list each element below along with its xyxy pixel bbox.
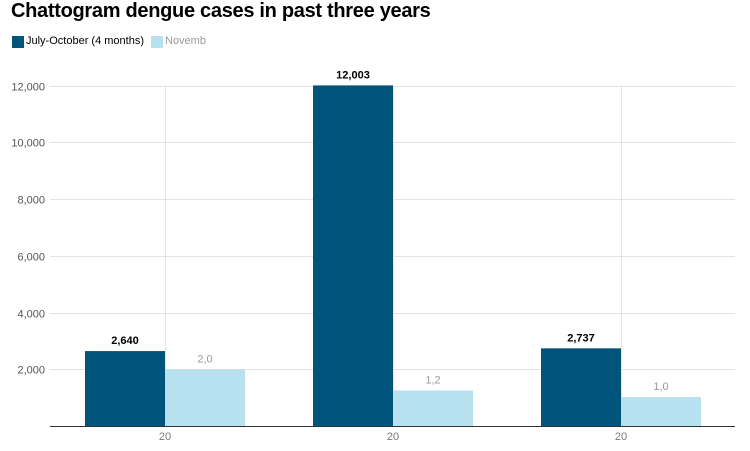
x-tick-label: 20 — [159, 431, 171, 443]
bar-november — [165, 369, 245, 426]
bar-july-october — [85, 351, 165, 426]
data-label-november: 1,0 — [653, 381, 668, 393]
y-tick-label: 8,000 — [17, 195, 45, 207]
bar-july-october — [541, 348, 621, 426]
bar-november — [621, 397, 701, 426]
data-label-july-october: 2,737 — [567, 332, 595, 344]
x-tick-label: 20 — [387, 431, 399, 443]
data-label-july-october: 12,003 — [336, 69, 370, 81]
x-tick-label: 20 — [615, 431, 627, 443]
data-label-july-october: 2,640 — [111, 335, 139, 347]
bar-november — [393, 390, 473, 426]
legend-swatch-july-october — [12, 36, 24, 48]
y-tick-label: 2,000 — [17, 365, 45, 377]
bar-layer — [85, 85, 701, 427]
label-layer: 2,640 12,003 2,737 2,0 1,2 1,0 20 20 20 — [50, 69, 735, 443]
legend-label-july-october: July-October (4 months) — [26, 35, 144, 47]
bar-july-october — [313, 85, 393, 427]
y-tick-label: 6,000 — [17, 252, 45, 264]
y-tick-label: 10,000 — [11, 138, 45, 150]
legend-swatch-november — [151, 36, 163, 48]
chart-title: Chattogram dengue cases in past three ye… — [11, 0, 431, 22]
grid-layer: 2,000 4,000 6,000 8,000 10,000 12,000 — [11, 82, 735, 426]
data-label-november: 1,2 — [425, 375, 440, 387]
y-tick-label: 4,000 — [17, 309, 45, 321]
y-tick-label: 12,000 — [11, 82, 45, 94]
legend-label-november: Novemb — [165, 35, 206, 47]
data-label-november: 2,0 — [197, 353, 212, 365]
